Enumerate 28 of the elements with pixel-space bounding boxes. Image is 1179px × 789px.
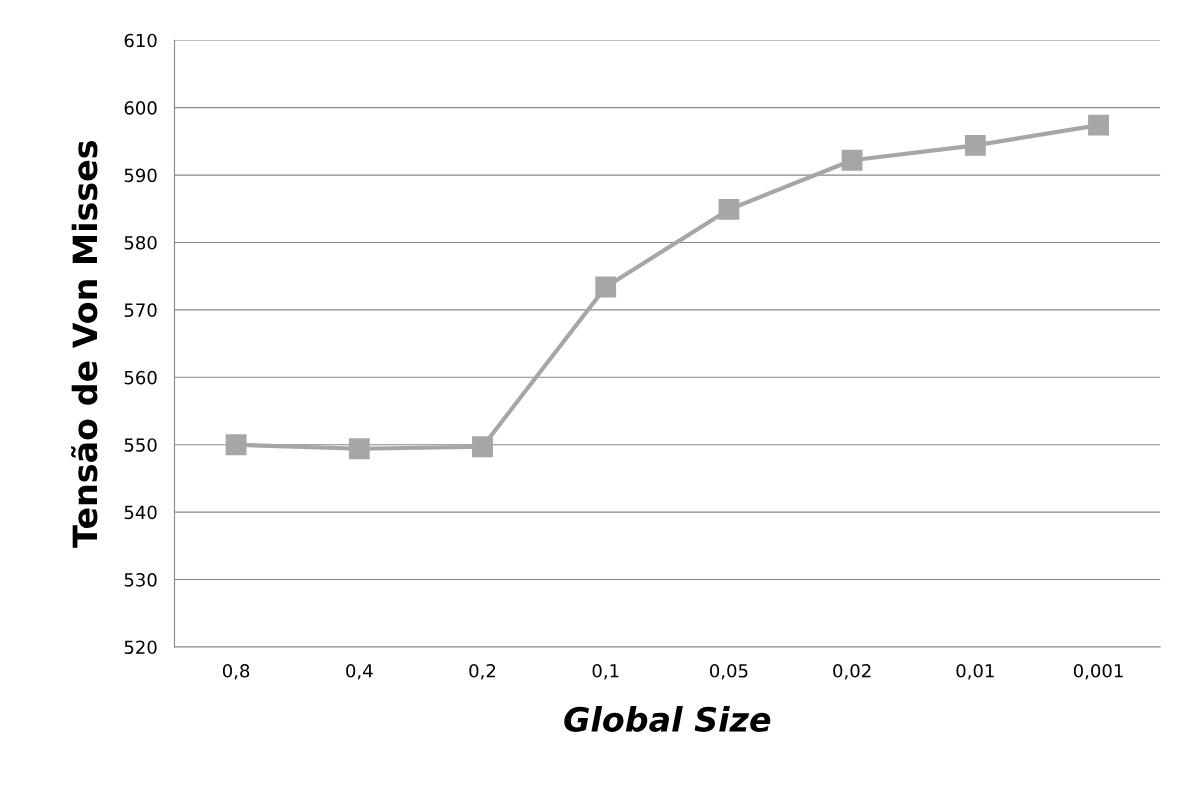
y-tick-label: 610 — [124, 33, 157, 48]
x-tick-label: 0,02 — [833, 663, 871, 680]
y-axis-title: Tensão de Von Misses — [71, 140, 98, 548]
y-tick-label: 600 — [124, 101, 157, 115]
y-tick-label: 570 — [124, 303, 157, 318]
x-tick-label: 0,05 — [710, 663, 748, 680]
point — [348, 438, 370, 460]
y-tick-label: 520 — [124, 640, 157, 655]
y-tick-label: 580 — [124, 235, 157, 250]
y-tick-label: 590 — [124, 168, 157, 183]
point — [718, 199, 740, 220]
y-tick-label: 560 — [124, 370, 157, 385]
x-tick-label: 0,001 — [1073, 663, 1123, 680]
point — [472, 436, 493, 458]
point — [841, 149, 863, 171]
point — [225, 434, 247, 456]
x-tick-label: 0,8 — [222, 663, 250, 680]
x-axis-title: Global Size — [564, 706, 771, 732]
y-tick-label: 550 — [124, 438, 157, 452]
x-tick-label: 0,01 — [956, 663, 994, 680]
x-tick-label: 0,1 — [592, 663, 619, 680]
y-tick-label: 540 — [124, 505, 157, 520]
x-tick-label: 0,2 — [469, 663, 496, 680]
point — [964, 134, 986, 156]
x-tick-label: 0,4 — [346, 663, 373, 680]
y-tick-label: 530 — [124, 573, 157, 587]
point — [595, 276, 617, 298]
point — [1088, 114, 1109, 136]
